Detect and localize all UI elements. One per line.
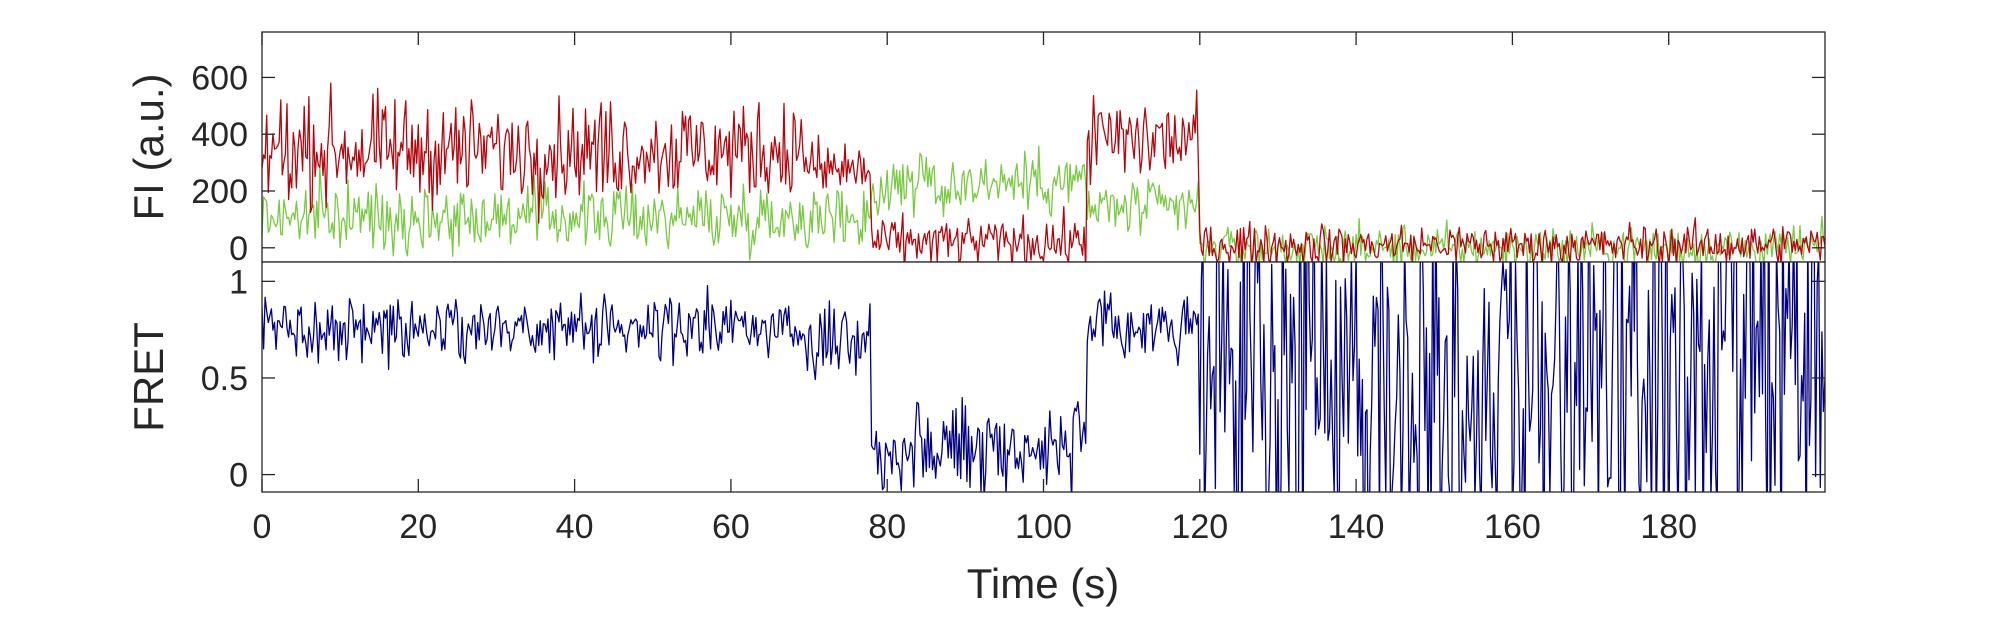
time-xtick-label: 120 [1171, 508, 1228, 546]
time-xtick-label: 100 [1015, 508, 1072, 546]
time-x-axis-label: Time (s) [967, 560, 1119, 607]
time-xtick-label: 0 [253, 508, 272, 546]
fret-ytick-label: 0.5 [201, 360, 248, 398]
fret-panel: 00.51 0 20 40 60 80 100 120 140 160 180 FRET Time… [125, 32, 1826, 607]
intensity-ytick-label: 400 [191, 116, 248, 154]
fret-y-axis-label: FRET [125, 322, 172, 432]
time-xtick-label: 40 [556, 508, 594, 546]
intensity-y-ticks: 0 200 400 600 [191, 59, 1825, 268]
fret-ytick-label: 0 [229, 457, 248, 495]
time-xtick-label: 160 [1484, 508, 1541, 546]
time-xtick-label: 80 [868, 508, 906, 546]
fret-trace [262, 262, 1825, 492]
intensity-series-acceptor [262, 82, 1825, 262]
fret-y-ticks: 00.51 [201, 263, 1825, 495]
intensity-ytick-label: 200 [191, 173, 248, 211]
time-x-ticks: 0 20 40 60 80 100 120 140 160 180 [253, 32, 1697, 546]
time-xtick-label: 20 [399, 508, 437, 546]
intensity-traces [262, 82, 1825, 262]
intensity-plot-area [262, 32, 1825, 262]
intensity-series-donor [262, 145, 1825, 262]
fret-ytick-label: 1 [229, 263, 248, 301]
time-xtick-label: 60 [712, 508, 750, 546]
fret-series-FRET [262, 262, 1825, 492]
intensity-ytick-label: 0 [229, 230, 248, 268]
intensity-panel: 0 200 400 600 FI (a.u.) [125, 31, 1826, 268]
time-xtick-label: 180 [1640, 508, 1697, 546]
time-xtick-label: 140 [1328, 508, 1385, 546]
intensity-ytick-label: 600 [191, 59, 248, 97]
intensity-y-axis-label: FI (a.u.) [125, 73, 172, 220]
